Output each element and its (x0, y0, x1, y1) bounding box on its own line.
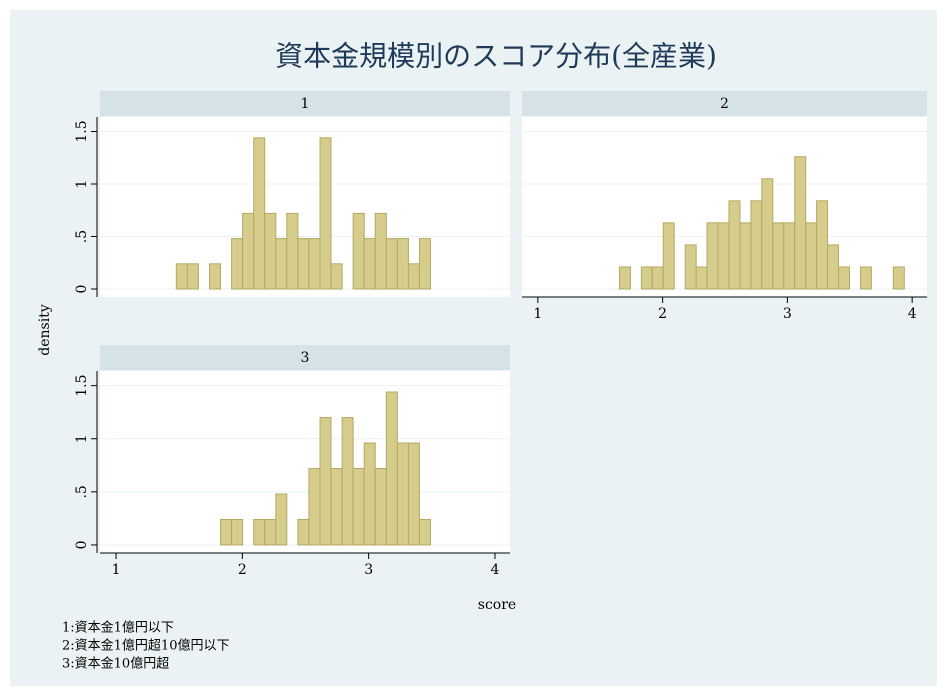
bar (640, 266, 653, 290)
bar (275, 493, 288, 546)
bar (374, 212, 387, 290)
x-tick-label: 1 (533, 306, 542, 322)
bar (385, 391, 398, 546)
note: 3:資本金10億円超 (62, 656, 169, 672)
bar (286, 212, 299, 290)
bar (772, 222, 785, 290)
bar (717, 222, 730, 290)
chart-title: 資本金規模別のスコア分布(全産業) (275, 40, 717, 73)
note: 1:資本金1億円以下 (62, 620, 174, 636)
bar (695, 266, 708, 290)
bar (319, 417, 332, 546)
bar (418, 238, 432, 290)
bar (253, 137, 266, 290)
bar (396, 442, 409, 546)
bar (374, 467, 387, 546)
panel-header (522, 91, 927, 116)
x-tick-label: 3 (364, 562, 373, 578)
bar (297, 518, 310, 546)
x-axis-label: score (478, 597, 516, 613)
bar (794, 156, 807, 290)
bar (231, 238, 244, 290)
bar (253, 518, 266, 546)
y-tick-label: 0 (74, 285, 90, 294)
bar (618, 266, 631, 290)
bar (407, 442, 420, 546)
bar (407, 263, 420, 290)
bar (175, 263, 188, 290)
bar (662, 222, 675, 290)
bar (308, 467, 321, 546)
bar (761, 178, 774, 290)
bar (231, 518, 244, 546)
bar (827, 244, 840, 290)
bar (363, 238, 376, 290)
bar (651, 266, 664, 290)
bar (739, 222, 752, 290)
y-tick-label: .5 (74, 230, 90, 243)
bar (396, 238, 409, 290)
bar (418, 518, 432, 546)
bar (805, 222, 818, 290)
bar (186, 263, 199, 290)
y-tick-label: .5 (74, 485, 90, 498)
x-tick-label: 4 (908, 306, 917, 322)
bar (728, 200, 741, 290)
bar (275, 238, 288, 290)
bar (319, 137, 332, 290)
x-tick-label: 3 (783, 306, 792, 322)
bar (816, 200, 829, 290)
note: 2:資本金1億円超10億円以下 (62, 638, 229, 654)
bar (330, 263, 343, 290)
panel-header (100, 345, 510, 370)
bar (783, 222, 796, 290)
bar (385, 238, 398, 290)
bar (750, 200, 763, 290)
y-tick-label: 1 (74, 434, 90, 443)
bar (242, 212, 255, 290)
panel-title: 1 (301, 96, 310, 112)
x-tick-label: 2 (658, 306, 667, 322)
bar (341, 417, 354, 546)
bar (297, 238, 310, 290)
bar (892, 266, 905, 290)
x-tick-label: 4 (491, 562, 500, 578)
bar (859, 266, 872, 290)
bar (352, 212, 365, 290)
bar (308, 238, 321, 290)
x-tick-label: 2 (238, 562, 247, 578)
bar (838, 266, 851, 290)
bar (264, 212, 277, 290)
bar (209, 263, 221, 290)
y-tick-label: 1.5 (74, 375, 90, 397)
bar (219, 518, 233, 546)
panel-title: 2 (720, 96, 729, 112)
y-tick-label: 0 (74, 540, 90, 549)
y-axis-label: density (37, 304, 53, 356)
bar (330, 467, 343, 546)
panel-header (100, 91, 510, 116)
bar (684, 244, 697, 290)
bar (352, 467, 365, 546)
bar (363, 442, 376, 546)
bar (706, 222, 719, 290)
x-tick-label: 1 (112, 562, 121, 578)
y-tick-label: 1.5 (74, 120, 90, 142)
bar (264, 518, 277, 546)
y-tick-label: 1 (74, 180, 90, 189)
panel-title: 3 (301, 350, 310, 366)
